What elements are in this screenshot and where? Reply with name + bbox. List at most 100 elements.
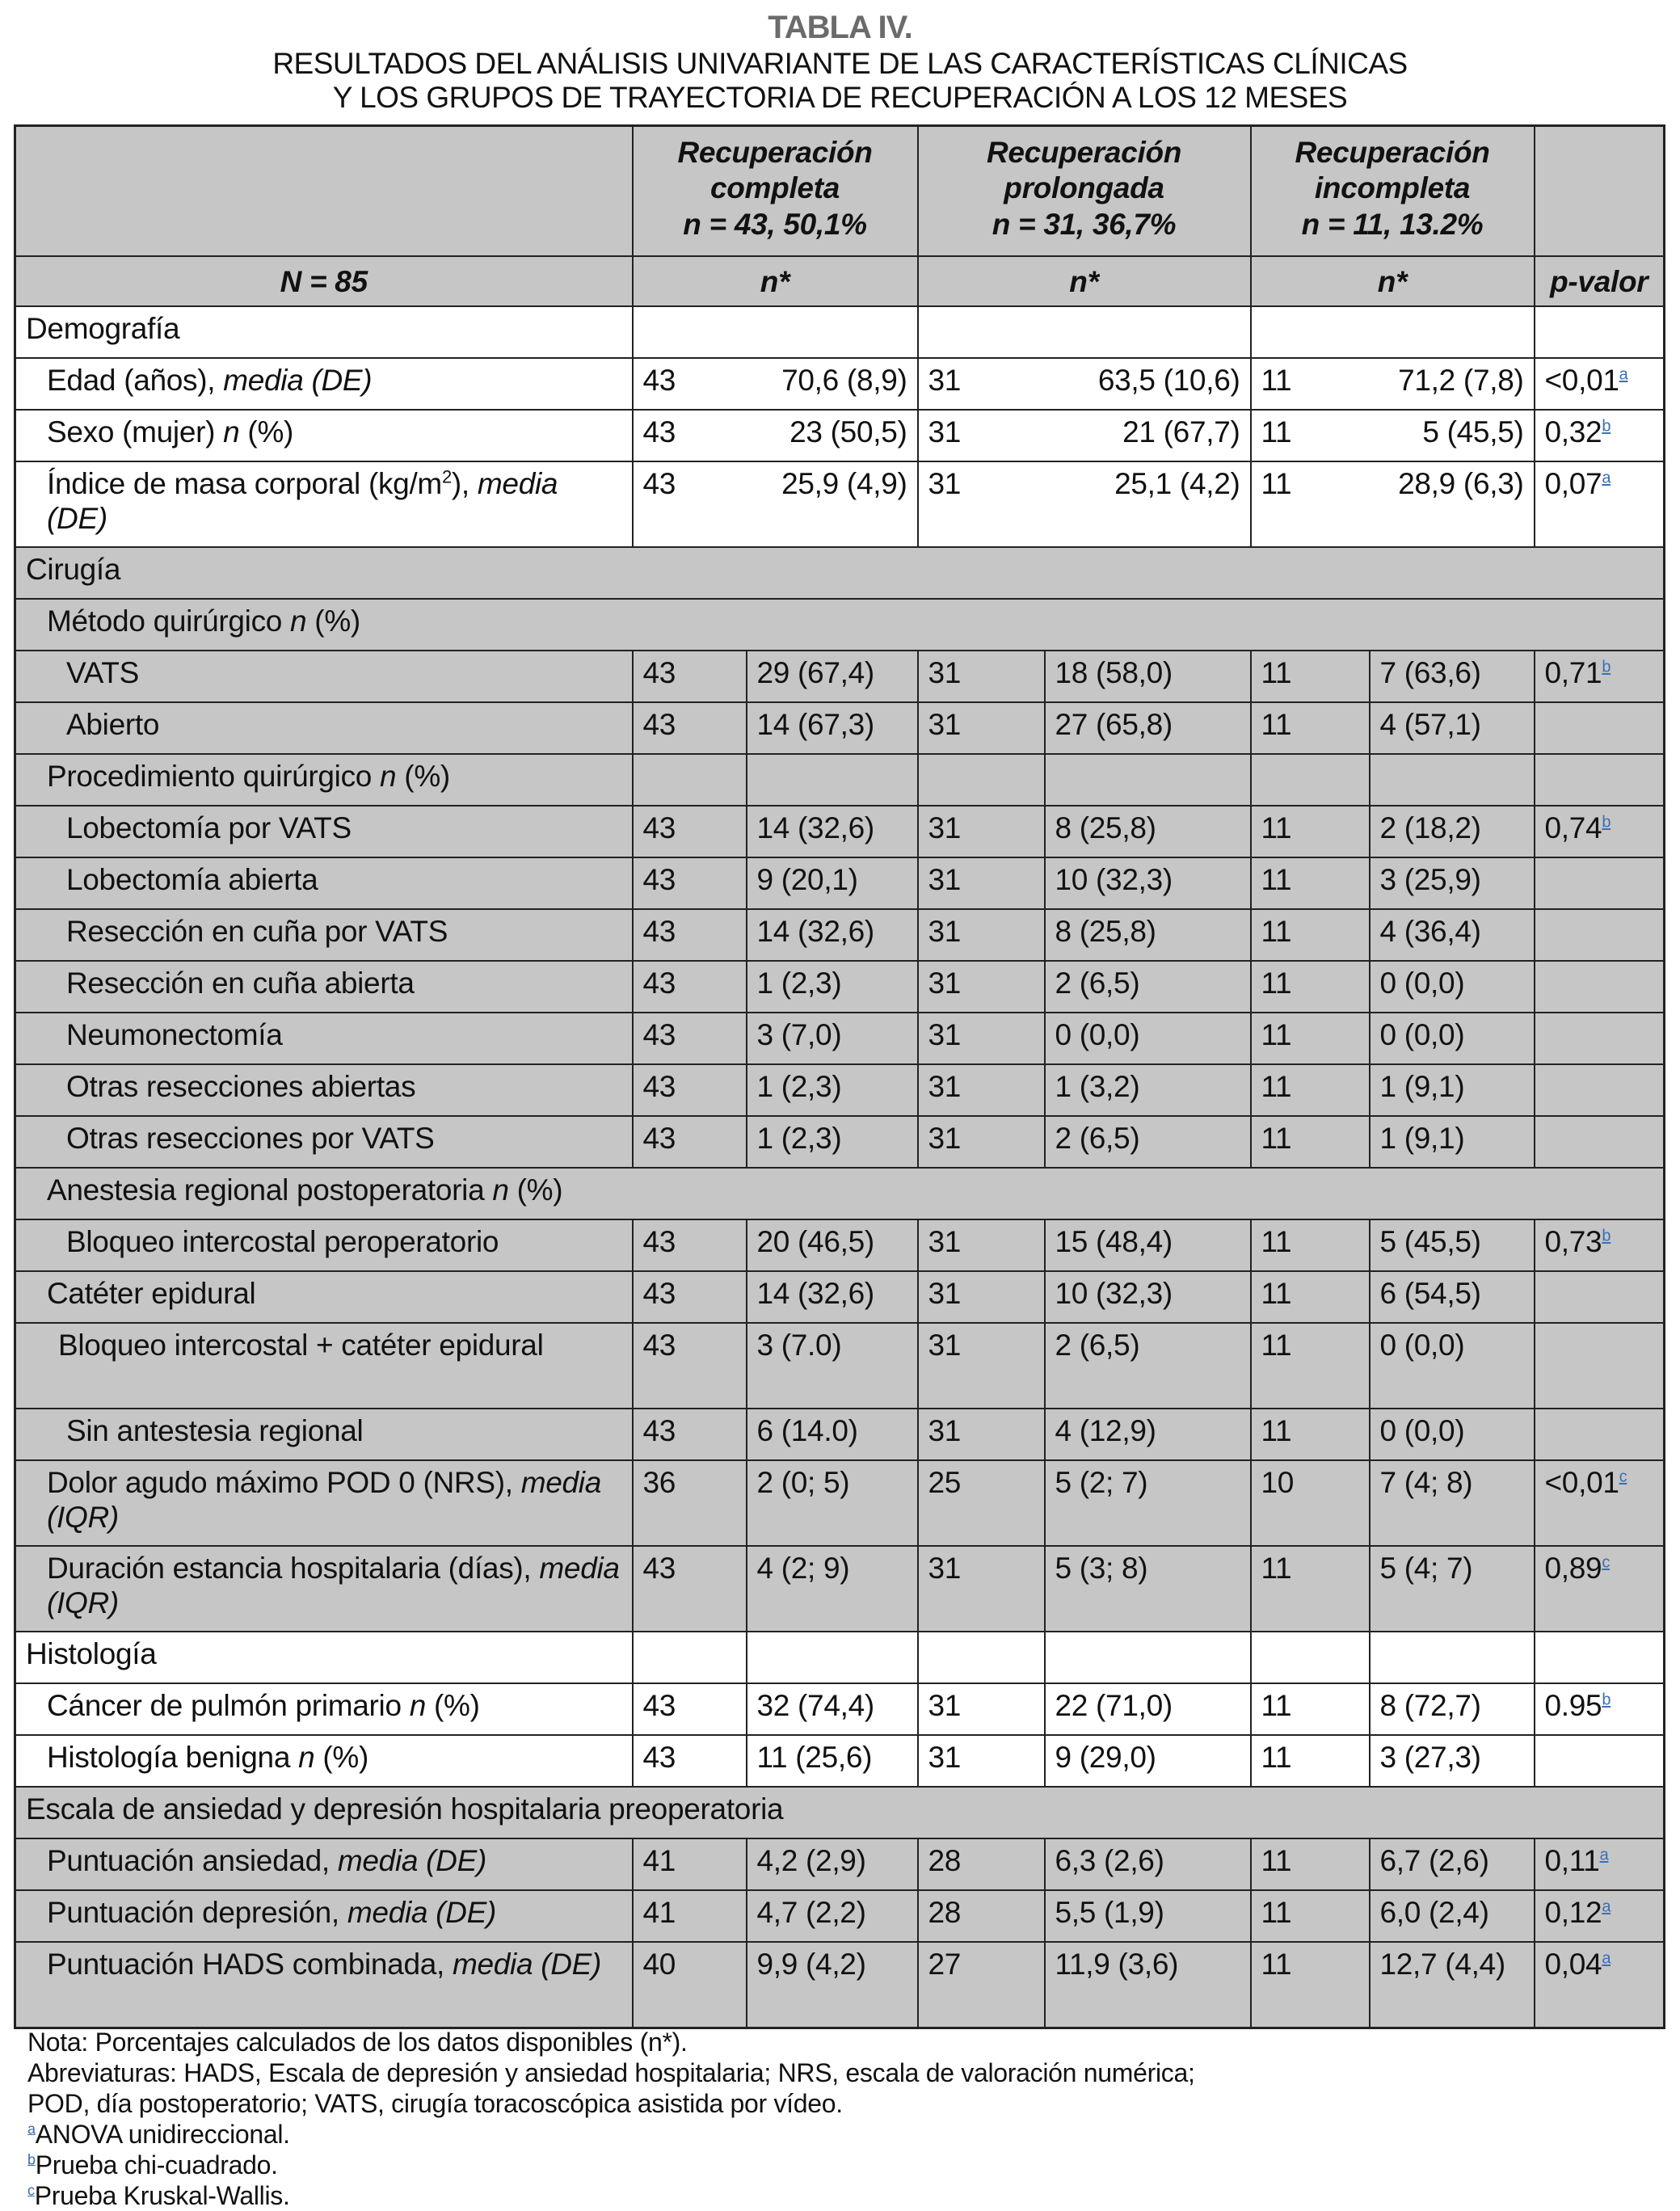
p-value-cell	[1533, 908, 1665, 962]
n-value: 31	[916, 1322, 1046, 1409]
label-segment: n	[223, 415, 240, 449]
p-value: 0,07	[1544, 467, 1602, 500]
label-segment: Escala de ansiedad y depresión hospitala…	[26, 1792, 784, 1826]
group-header-row: Recuperación completa n = 43, 50,1% Recuper…	[14, 124, 1665, 257]
group-header: Recuperación completa n = 43, 50,1%	[631, 124, 919, 257]
empty-cell	[1533, 1631, 1665, 1684]
footnote-link[interactable]: b	[1602, 813, 1611, 832]
footnote-link[interactable]: b	[1602, 658, 1611, 676]
n-value: 43	[631, 908, 747, 962]
group-header-line: incompleta	[1314, 171, 1471, 205]
footnote-link[interactable]: c	[1602, 1553, 1611, 1572]
group-header-line: completa	[709, 171, 840, 205]
stat-value: 14 (32,6)	[745, 908, 919, 962]
p-value: 0,71	[1544, 656, 1602, 689]
stat-value: 63,5 (10,6)	[1097, 364, 1240, 397]
stat-value: 1 (9,1)	[1368, 1115, 1535, 1169]
p-value: <0,01	[1544, 364, 1619, 397]
p-value: 0.95	[1544, 1689, 1602, 1722]
footnote-link[interactable]: b	[1602, 1691, 1611, 1709]
footnote-link[interactable]: a	[1599, 1846, 1609, 1864]
table-row: Cirugía	[14, 546, 1665, 600]
row-label: Bloqueo intercostal peroperatorio	[14, 1219, 634, 1272]
n-value: 11	[1249, 1012, 1371, 1065]
footnote-link[interactable]: b	[1602, 1227, 1611, 1245]
n-value: 43	[631, 1545, 747, 1632]
n-value: 11	[1249, 1270, 1371, 1324]
group-value-cell: 43 25,9 (4,9)	[631, 461, 919, 548]
table-row: Lobectomía por VATS 43 14 (32,6) 31 8 (25,8)…	[14, 805, 1665, 858]
label-segment: Sexo (mujer)	[47, 415, 224, 449]
footnote-link[interactable]: a	[1602, 1897, 1611, 1916]
table-row: Otras resecciones por VATS 43 1 (2,3) 31 2 (…	[14, 1115, 1665, 1169]
label-segment: Otras resecciones abiertas	[66, 1070, 416, 1103]
group-header-line: Recuperación	[1295, 136, 1490, 169]
p-value: 0,73	[1544, 1225, 1602, 1258]
group-header-line: n = 31, 36,7%	[992, 207, 1177, 241]
stat-value: 1 (2,3)	[745, 960, 919, 1013]
stat-value: 27 (65,8)	[1043, 701, 1252, 755]
note-line: bPrueba chi-cuadrado.	[27, 2150, 1195, 2180]
label-segment: Lobectomía abierta	[66, 863, 318, 896]
stat-value: 3 (7,0)	[745, 1012, 919, 1065]
p-value-cell	[1533, 1063, 1665, 1117]
stat-value: 4 (57,1)	[1368, 701, 1535, 755]
group-header-line: Recuperación	[677, 136, 873, 169]
stat-value: 0 (0,0)	[1368, 1012, 1535, 1065]
stat-value: 25,1 (4,2)	[1114, 467, 1240, 500]
footnote-link[interactable]: c	[1619, 1468, 1627, 1486]
stat-value: 3 (27,3)	[1368, 1734, 1535, 1788]
n-value: 11	[1249, 701, 1371, 755]
n-value: 11	[1249, 1889, 1371, 1943]
p-value: 0,89	[1544, 1552, 1602, 1585]
row-label: VATS	[14, 650, 634, 703]
empty-cell	[1249, 753, 1371, 806]
group-value-cell: 31 63,5 (10,6)	[916, 357, 1252, 411]
n-label: n*	[916, 255, 1252, 307]
row-label: Puntuación ansiedad, media (DE)	[14, 1838, 634, 1891]
footnote-link[interactable]: b	[1602, 417, 1611, 436]
n-value: 27	[916, 1941, 1046, 2029]
row-label: Puntuación depresión, media (DE)	[14, 1889, 634, 1943]
row-label: Otras resecciones abiertas	[14, 1063, 634, 1117]
n-value: 43	[631, 650, 747, 703]
empty-cell	[745, 753, 919, 806]
note-text: Prueba chi-cuadrado.	[35, 2150, 278, 2179]
table-title-line-2: Y LOS GRUPOS DE TRAYECTORIA DE RECUPERAC…	[332, 81, 1348, 114]
footnote-marker: c	[27, 2182, 35, 2199]
footnote-link[interactable]: a	[1602, 1949, 1611, 1968]
stat-value: 12,7 (4,4)	[1368, 1941, 1535, 2029]
n-value: 31	[916, 1063, 1046, 1117]
n-value: 43	[631, 1012, 747, 1065]
n-value: 31	[916, 1270, 1046, 1324]
row-label: Histología benigna n (%)	[14, 1734, 634, 1788]
n-value: 31	[916, 650, 1046, 703]
stat-value: 10 (32,3)	[1043, 1270, 1252, 1324]
p-value: 0,04	[1544, 1948, 1602, 1981]
table-row: Otras resecciones abiertas 43 1 (2,3) 31 1 (…	[14, 1063, 1665, 1117]
n-value: 43	[631, 1063, 747, 1117]
n-value: 11	[1249, 960, 1371, 1013]
group-header-line: n = 11, 13.2%	[1301, 207, 1484, 241]
stat-value: 9,9 (4,2)	[745, 1941, 919, 2029]
n-value: 43	[631, 960, 747, 1013]
table-row: Anestesia regional postoperatoria n (%)	[14, 1167, 1665, 1220]
p-value-cell	[1533, 1012, 1665, 1065]
stat-value: 2 (6,5)	[1043, 1115, 1252, 1169]
n-value: 43	[631, 1219, 747, 1272]
row-label: Método quirúrgico n (%)	[14, 598, 1665, 651]
footnote-link[interactable]: a	[1602, 469, 1611, 487]
empty-cell	[745, 1631, 919, 1684]
footnote-link[interactable]: a	[1619, 365, 1628, 384]
row-label: Escala de ansiedad y depresión hospitala…	[14, 1786, 1665, 1839]
p-value-cell	[1533, 1115, 1665, 1169]
p-value-cell	[1533, 701, 1665, 755]
stat-value: 5 (3; 8)	[1043, 1545, 1252, 1632]
stat-value: 4,2 (2,9)	[745, 1838, 919, 1891]
group-header-line: n = 43, 50,1%	[683, 207, 867, 241]
n-value: 43	[631, 857, 747, 910]
stat-value: 0 (0,0)	[1368, 1322, 1535, 1409]
n-value: 31	[916, 1682, 1046, 1736]
label-segment: media (DE)	[337, 1844, 486, 1877]
row-label: Duración estancia hospitalaria (días), m…	[14, 1545, 634, 1632]
